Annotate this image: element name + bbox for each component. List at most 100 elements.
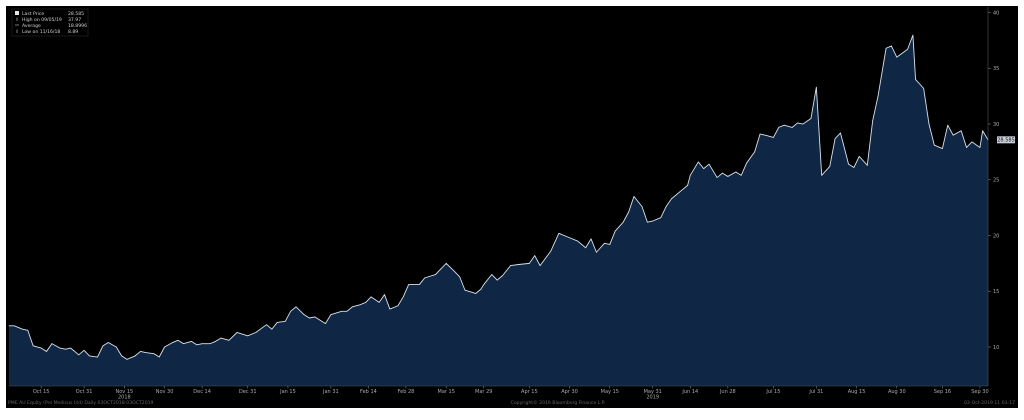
x-tick-label: May 15: [601, 389, 619, 395]
price-point: [590, 238, 592, 240]
price-point: [266, 324, 267, 326]
price-point: [83, 349, 85, 351]
price-point: [182, 343, 184, 344]
price-point: [518, 264, 519, 265]
price-point: [614, 230, 616, 232]
price-point: [14, 325, 15, 327]
price-point: [325, 323, 326, 324]
x-tick-label: Dec 31: [239, 389, 257, 395]
price-point: [982, 130, 983, 132]
price-point: [647, 221, 648, 223]
price-point: [408, 284, 409, 285]
price-point: [797, 122, 798, 124]
legend-value-high: 37.97: [68, 17, 81, 23]
x-tick-label: Sep 16: [934, 389, 951, 395]
price-point: [912, 34, 914, 36]
price-point: [765, 134, 766, 136]
price-point: [46, 351, 47, 352]
price-point: [877, 95, 879, 97]
price-point: [687, 185, 688, 186]
legend-box: [11, 8, 89, 37]
price-point: [384, 294, 385, 295]
x-tick-label: Jun 14: [681, 389, 698, 395]
price-point: [703, 168, 705, 169]
price-point: [341, 310, 342, 312]
price-point: [660, 217, 662, 219]
x-tick-label: Jul 31: [808, 389, 823, 395]
price-point: [952, 134, 954, 136]
x-tick-label: Aug 30: [888, 389, 906, 395]
price-point: [78, 354, 80, 356]
price-point: [510, 265, 511, 266]
price-point: [209, 343, 211, 344]
price-point: [697, 161, 699, 163]
price-point: [872, 120, 874, 122]
price-point: [290, 310, 291, 312]
price-point: [97, 356, 98, 358]
x-tick-label: Jan 31: [322, 389, 339, 395]
price-point: [628, 211, 629, 213]
price-point: [140, 351, 141, 352]
x-tick-label: Dec 14: [193, 389, 211, 395]
price-point: [604, 242, 605, 244]
price-point: [27, 329, 29, 331]
price-point: [295, 306, 297, 308]
price-point: [424, 277, 426, 279]
y-tick-label: 10: [993, 345, 999, 351]
price-point: [107, 342, 109, 343]
price-point: [671, 198, 672, 200]
x-tick-label: Oct 15: [33, 389, 50, 395]
price-point: [783, 124, 785, 126]
price-point: [960, 130, 962, 132]
price-point: [64, 348, 66, 350]
price-point: [70, 347, 72, 349]
price-point: [330, 314, 332, 316]
x-tick-label: Oct 31: [76, 389, 93, 395]
price-point: [907, 49, 908, 50]
price-point: [22, 328, 23, 330]
price-point: [459, 276, 460, 278]
y-tick-label: 35: [993, 66, 999, 72]
price-point: [389, 308, 391, 310]
price-point: [402, 296, 404, 298]
price-point: [158, 356, 160, 358]
x-tick-label: Jul 15: [765, 389, 780, 395]
price-point: [201, 343, 203, 344]
price-point: [172, 342, 173, 343]
price-point: [126, 359, 128, 360]
price-point: [59, 347, 61, 349]
price-point: [942, 148, 943, 149]
price-point: [378, 302, 380, 303]
price-point: [966, 147, 967, 148]
price-point: [236, 332, 238, 333]
price-point: [896, 56, 898, 58]
price-point: [971, 141, 973, 143]
legend-label-high: High on 09/05/19: [22, 17, 62, 23]
price-point: [708, 163, 710, 165]
price-point: [802, 123, 804, 125]
price-point: [303, 314, 305, 316]
price-point: [255, 332, 257, 333]
price-point: [791, 127, 793, 128]
y-tick-label: 20: [993, 233, 999, 239]
price-point: [858, 156, 860, 157]
price-point: [915, 79, 916, 80]
legend-label-low: Low on 11/16/18: [22, 29, 60, 35]
price-point: [778, 127, 780, 128]
price-point: [177, 339, 179, 341]
price-point: [979, 147, 981, 148]
price-point: [284, 321, 286, 322]
price-point: [609, 244, 611, 245]
price-point: [419, 284, 420, 285]
legend: Last Price 28.585 High on 09/05/19 37.97…: [11, 8, 89, 37]
price-point: [652, 220, 654, 222]
price-point: [346, 310, 348, 312]
plot-area: [8, 34, 989, 386]
last-price-tag-text: 28.585: [997, 138, 1015, 144]
footer-right: 03-Oct-2019 11:03:17: [964, 400, 1015, 406]
price-point: [834, 138, 836, 139]
legend-value-average: 18.8996: [68, 23, 87, 29]
x-year-label: 2018: [118, 395, 131, 401]
